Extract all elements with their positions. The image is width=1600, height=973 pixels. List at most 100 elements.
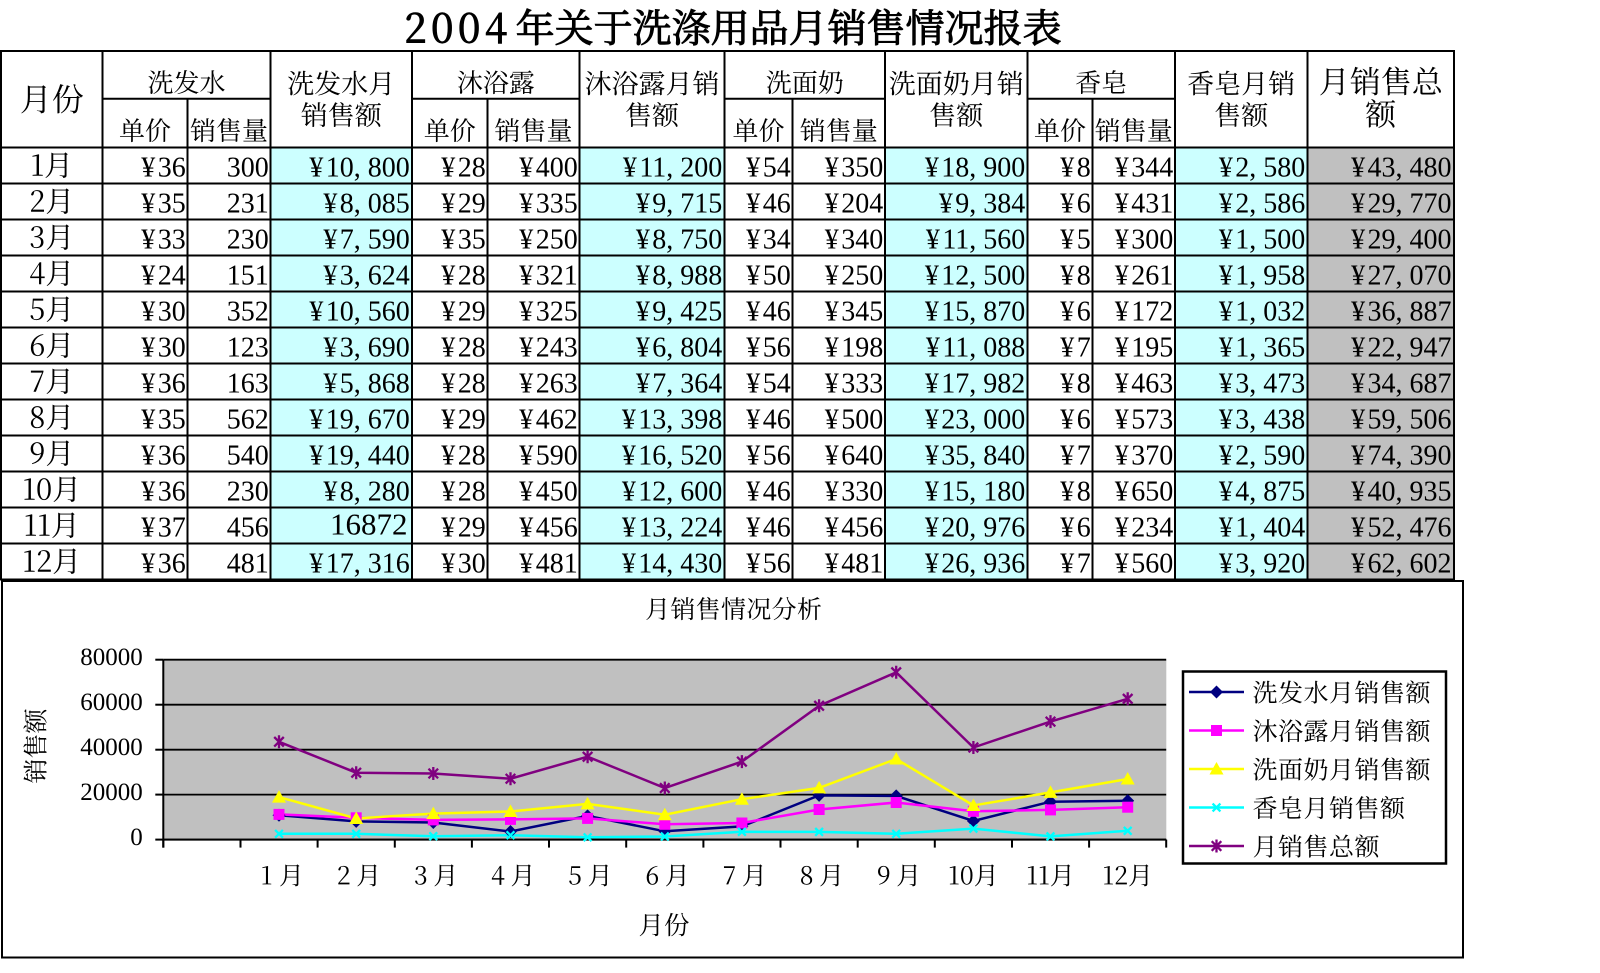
svg-text:¥573: ¥573 [1115, 405, 1173, 436]
svg-text:¥198: ¥198 [825, 333, 883, 364]
svg-text:¥345: ¥345 [825, 297, 883, 328]
svg-text:¥34, 687: ¥34, 687 [1351, 369, 1451, 400]
svg-text:¥30: ¥30 [141, 297, 185, 328]
svg-text:¥29: ¥29 [441, 297, 485, 328]
svg-text:¥59, 506: ¥59, 506 [1351, 405, 1451, 436]
svg-text:¥29: ¥29 [441, 513, 485, 544]
svg-text:¥9, 425: ¥9, 425 [636, 297, 722, 328]
svg-text:231: 231 [227, 189, 269, 220]
svg-text:¥14, 430: ¥14, 430 [622, 549, 722, 580]
svg-text:¥500: ¥500 [825, 405, 883, 436]
svg-text:¥28: ¥28 [441, 369, 485, 400]
svg-text:¥46: ¥46 [746, 477, 790, 508]
svg-text:300: 300 [227, 153, 269, 184]
svg-text:¥18, 900: ¥18, 900 [925, 153, 1025, 184]
svg-text:¥35: ¥35 [141, 189, 185, 220]
svg-text:¥4, 875: ¥4, 875 [1219, 477, 1305, 508]
svg-text:¥50: ¥50 [746, 261, 790, 292]
svg-text:¥263: ¥263 [519, 369, 577, 400]
svg-text:¥28: ¥28 [441, 153, 485, 184]
svg-text:¥330: ¥330 [825, 477, 883, 508]
svg-text:¥29: ¥29 [441, 405, 485, 436]
svg-text:¥344: ¥344 [1115, 153, 1173, 184]
svg-text:¥243: ¥243 [519, 333, 577, 364]
svg-text:¥19, 670: ¥19, 670 [309, 405, 409, 436]
svg-text:¥3, 473: ¥3, 473 [1219, 369, 1305, 400]
svg-text:¥15, 180: ¥15, 180 [925, 477, 1025, 508]
svg-text:¥7, 364: ¥7, 364 [636, 369, 722, 400]
svg-text:¥640: ¥640 [825, 441, 883, 472]
svg-text:¥28: ¥28 [441, 261, 485, 292]
svg-text:¥36: ¥36 [141, 549, 185, 580]
svg-text:¥54: ¥54 [746, 153, 790, 184]
svg-text:¥3, 690: ¥3, 690 [323, 333, 409, 364]
svg-text:¥3, 438: ¥3, 438 [1219, 405, 1305, 436]
svg-text:¥34: ¥34 [746, 225, 790, 256]
svg-text:¥11, 560: ¥11, 560 [926, 225, 1025, 256]
svg-text:¥462: ¥462 [519, 405, 577, 436]
svg-text:163: 163 [227, 369, 269, 400]
svg-text:¥33: ¥33 [141, 225, 185, 256]
svg-text:¥560: ¥560 [1115, 549, 1173, 580]
svg-text:¥35: ¥35 [441, 225, 485, 256]
svg-text:¥54: ¥54 [746, 369, 790, 400]
svg-text:352: 352 [227, 297, 269, 328]
svg-text:¥1, 958: ¥1, 958 [1219, 261, 1305, 292]
svg-text:¥20, 976: ¥20, 976 [925, 513, 1025, 544]
svg-text:¥321: ¥321 [519, 261, 577, 292]
svg-text:¥7, 590: ¥7, 590 [323, 225, 409, 256]
svg-text:60000: 60000 [80, 689, 143, 716]
svg-text:¥261: ¥261 [1115, 261, 1173, 292]
svg-text:¥12, 500: ¥12, 500 [925, 261, 1025, 292]
svg-text:¥195: ¥195 [1115, 333, 1173, 364]
svg-text:¥300: ¥300 [1115, 225, 1173, 256]
svg-text:¥11, 088: ¥11, 088 [926, 333, 1025, 364]
svg-text:¥463: ¥463 [1115, 369, 1173, 400]
svg-text:¥30: ¥30 [441, 549, 485, 580]
svg-text:¥28: ¥28 [441, 333, 485, 364]
svg-text:¥8: ¥8 [1060, 153, 1090, 184]
svg-text:¥5, 868: ¥5, 868 [323, 369, 409, 400]
svg-text:¥172: ¥172 [1115, 297, 1173, 328]
svg-text:¥450: ¥450 [519, 477, 577, 508]
svg-text:¥1, 365: ¥1, 365 [1219, 333, 1305, 364]
svg-text:¥23, 000: ¥23, 000 [925, 405, 1025, 436]
svg-text:¥10, 560: ¥10, 560 [309, 297, 409, 328]
svg-text:¥56: ¥56 [746, 333, 790, 364]
svg-text:¥250: ¥250 [519, 225, 577, 256]
svg-text:562: 562 [227, 405, 269, 436]
svg-text:¥13, 398: ¥13, 398 [622, 405, 722, 436]
svg-text:¥3, 624: ¥3, 624 [323, 261, 409, 292]
svg-text:¥46: ¥46 [746, 513, 790, 544]
svg-text:¥29, 770: ¥29, 770 [1351, 189, 1451, 220]
svg-text:¥481: ¥481 [519, 549, 577, 580]
svg-text:¥10, 800: ¥10, 800 [309, 153, 409, 184]
svg-text:¥325: ¥325 [519, 297, 577, 328]
svg-text:¥35: ¥35 [141, 405, 185, 436]
svg-text:¥204: ¥204 [825, 189, 883, 220]
svg-text:¥36, 887: ¥36, 887 [1351, 297, 1451, 328]
svg-text:¥46: ¥46 [746, 297, 790, 328]
svg-text:¥1, 404: ¥1, 404 [1219, 513, 1305, 544]
svg-text:¥8, 988: ¥8, 988 [636, 261, 722, 292]
svg-text:¥335: ¥335 [519, 189, 577, 220]
svg-text:¥74, 390: ¥74, 390 [1351, 441, 1451, 472]
svg-text:456: 456 [227, 513, 269, 544]
svg-text:¥370: ¥370 [1115, 441, 1173, 472]
svg-text:¥8, 280: ¥8, 280 [323, 477, 409, 508]
svg-text:¥400: ¥400 [519, 153, 577, 184]
svg-text:¥26, 936: ¥26, 936 [925, 549, 1025, 580]
svg-text:¥1, 032: ¥1, 032 [1219, 297, 1305, 328]
svg-text:230: 230 [227, 225, 269, 256]
svg-text:¥40, 935: ¥40, 935 [1351, 477, 1451, 508]
svg-text:¥19, 440: ¥19, 440 [309, 441, 409, 472]
svg-text:¥46: ¥46 [746, 189, 790, 220]
svg-text:123: 123 [227, 333, 269, 364]
svg-text:¥27, 070: ¥27, 070 [1351, 261, 1451, 292]
svg-text:¥56: ¥56 [746, 441, 790, 472]
svg-text:¥36: ¥36 [141, 369, 185, 400]
svg-text:¥13, 224: ¥13, 224 [622, 513, 722, 544]
svg-text:¥36: ¥36 [141, 441, 185, 472]
svg-text:¥2, 590: ¥2, 590 [1219, 441, 1305, 472]
svg-text:¥2, 586: ¥2, 586 [1219, 189, 1305, 220]
